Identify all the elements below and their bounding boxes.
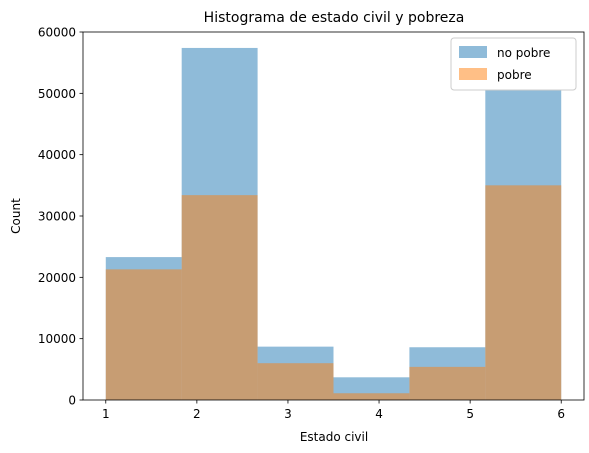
y-tick-label: 30000 [38,210,76,224]
bar-pobre-1 [105,269,182,400]
bar-pobre-6 [485,185,562,400]
y-tick-label: 20000 [38,271,76,285]
bar-pobre-4 [333,393,410,400]
x-tick-label: 6 [557,407,565,421]
x-axis-title: Estado civil [300,430,368,444]
y-tick-label: 40000 [38,148,76,162]
x-tick-label: 4 [375,407,383,421]
legend: no pobre pobre [450,37,577,91]
y-axis-title: Count [9,198,23,234]
x-tick-label: 5 [466,407,474,421]
y-tick-label: 50000 [38,87,76,101]
bar-pobre-2 [181,195,258,400]
legend-swatch-pobre [459,68,487,80]
y-tick-label: 0 [68,394,76,408]
bars-layer [105,47,562,401]
x-tick-label: 2 [193,407,201,421]
legend-label-pobre: pobre [497,68,532,82]
bar-pobre-3 [257,363,334,400]
bar-pobre-5 [409,366,486,400]
x-tick-label: 3 [284,407,292,421]
y-axis-ticks: 0 10000 20000 30000 40000 50000 60000 [38,26,83,408]
y-tick-label: 60000 [38,26,76,40]
chart-title: Histograma de estado civil y pobreza [204,10,465,26]
x-axis-ticks: 1 2 3 4 5 6 [102,400,565,421]
x-tick-label: 1 [102,407,110,421]
y-tick-label: 10000 [38,332,76,346]
legend-label-no-pobre: no pobre [497,46,550,60]
legend-swatch-no-pobre [459,46,487,58]
